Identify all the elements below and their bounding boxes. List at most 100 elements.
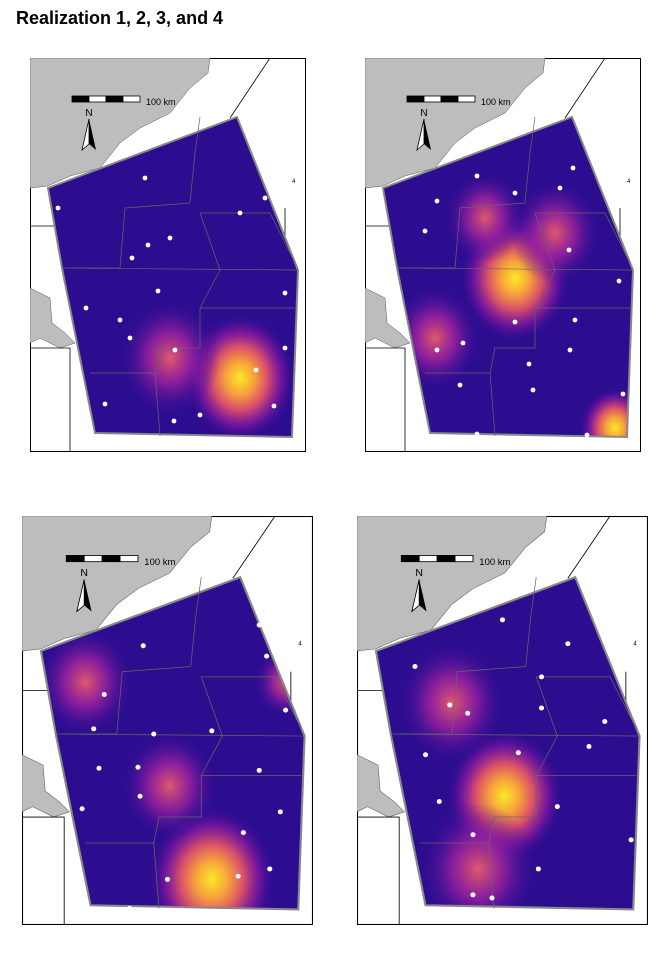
heat-spot xyxy=(40,628,133,736)
stratum-line xyxy=(61,267,299,271)
stratum-line xyxy=(420,775,537,844)
scale-bar-segment xyxy=(400,555,420,563)
north-label: N xyxy=(420,108,427,119)
north-arrow xyxy=(411,579,420,613)
marker-label: 4 xyxy=(627,179,631,185)
sample-station xyxy=(586,743,592,749)
north-arrow xyxy=(89,119,96,150)
figure-title: Realization 1, 2, 3, and 4 xyxy=(16,8,224,28)
stratum-line xyxy=(64,577,202,735)
sample-station xyxy=(512,319,518,325)
stratum-line xyxy=(201,676,302,729)
sample-station xyxy=(171,418,177,424)
scale-bar-segment xyxy=(105,95,124,103)
sample-station xyxy=(102,401,108,407)
sample-station xyxy=(422,228,428,234)
sample-station xyxy=(616,278,622,284)
sample-station xyxy=(145,242,151,248)
sample-station xyxy=(572,317,578,323)
scale-bar-segment xyxy=(457,95,476,103)
stratum-line xyxy=(535,212,631,264)
stratum-line xyxy=(85,775,202,844)
sample-station xyxy=(135,764,141,770)
sample-station xyxy=(127,335,133,341)
scale-label: 100 km xyxy=(479,556,510,567)
stratum-line xyxy=(153,842,160,909)
sample-station xyxy=(538,674,545,680)
sample-station xyxy=(470,832,476,838)
sample-station xyxy=(567,347,573,353)
sample-station xyxy=(282,345,288,351)
stratum-line xyxy=(200,676,302,776)
study-area-outline xyxy=(39,575,306,911)
sample-station xyxy=(620,391,626,397)
sample-station xyxy=(512,190,518,196)
study-area-outline xyxy=(374,575,641,911)
heat-spot xyxy=(420,803,537,910)
sample-station xyxy=(447,702,453,708)
study-area-outline xyxy=(46,115,300,439)
boundary-line xyxy=(357,816,400,925)
sample-station xyxy=(264,653,270,659)
scale-bar-segment xyxy=(436,555,456,563)
north-arrow xyxy=(84,579,92,612)
sample-station xyxy=(256,767,262,773)
sample-station xyxy=(530,387,536,393)
sample-station xyxy=(535,866,541,872)
stratum-line xyxy=(399,577,537,735)
sample-station xyxy=(465,915,471,921)
sample-station xyxy=(570,165,576,171)
sample-station xyxy=(565,641,571,647)
sample-station xyxy=(538,705,545,711)
sample-station xyxy=(96,765,102,771)
sample-station xyxy=(117,317,123,323)
sample-station xyxy=(151,731,157,737)
land xyxy=(22,516,213,652)
stratum-line xyxy=(70,116,201,269)
sample-station xyxy=(277,809,283,815)
stratum-line xyxy=(200,212,296,264)
map-panel: 100 km N 4 xyxy=(22,516,313,925)
land xyxy=(365,58,546,189)
scale-bar-segment xyxy=(119,555,139,563)
land xyxy=(357,516,548,652)
heat-spot xyxy=(445,172,525,264)
sample-station xyxy=(256,622,262,628)
scale-bar-segment xyxy=(440,95,459,103)
map-panel: 100 km N 4 xyxy=(30,58,306,452)
scale-label: 100 km xyxy=(146,97,176,107)
sample-station xyxy=(164,876,171,882)
stratum-line xyxy=(90,308,201,374)
land xyxy=(365,287,411,349)
land xyxy=(30,287,76,349)
sample-station xyxy=(262,195,268,201)
sample-station xyxy=(79,806,85,812)
scale-label: 100 km xyxy=(481,97,511,107)
sample-station xyxy=(127,905,133,911)
sample-station xyxy=(460,340,466,346)
scale-bar-segment xyxy=(418,555,438,563)
map-panel: 100 km N 4 xyxy=(357,516,648,925)
stratum-line xyxy=(390,733,640,737)
scale-bar-segment xyxy=(454,555,474,563)
sample-station xyxy=(602,719,608,725)
land xyxy=(22,754,70,818)
marker-label: 4 xyxy=(292,179,296,185)
study-area-outline xyxy=(381,115,635,439)
stratum-line xyxy=(154,372,161,437)
scale-bar-segment xyxy=(122,95,141,103)
north-arrow xyxy=(424,119,431,150)
sample-station xyxy=(235,873,241,879)
sample-station xyxy=(172,347,178,353)
sample-station xyxy=(253,367,259,373)
stratum-line xyxy=(55,733,305,737)
sample-station xyxy=(55,205,61,211)
sample-station xyxy=(237,210,243,216)
sample-station xyxy=(434,198,440,204)
sample-station xyxy=(465,710,471,716)
sample-station xyxy=(499,617,506,623)
sample-station xyxy=(557,185,563,191)
scale-label: 100 km xyxy=(144,556,175,567)
sample-station xyxy=(470,892,476,898)
heat-spot xyxy=(122,732,218,840)
